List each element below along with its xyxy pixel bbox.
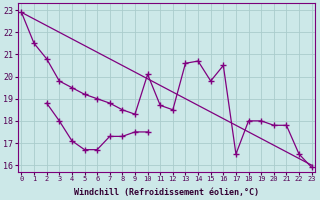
X-axis label: Windchill (Refroidissement éolien,°C): Windchill (Refroidissement éolien,°C): [74, 188, 259, 197]
